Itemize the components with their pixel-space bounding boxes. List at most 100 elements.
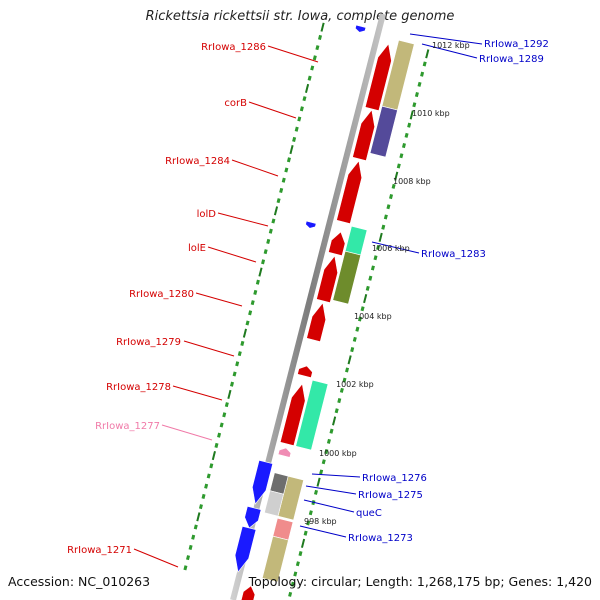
tick-track-right xyxy=(263,249,268,255)
tick-track-left xyxy=(376,245,381,251)
tick-track-right xyxy=(304,83,310,93)
gene-label-lold[interactable]: lolD xyxy=(197,209,217,220)
leader-line xyxy=(161,424,213,441)
tick-track-right xyxy=(196,512,201,522)
topology-text: Topology: circular; Length: 1,268,175 bp… xyxy=(248,574,592,589)
tick-track-left xyxy=(342,377,347,383)
gene-label-rriowa-1277[interactable]: RrIowa_1277 xyxy=(95,421,160,432)
tick-track-left xyxy=(306,520,311,526)
scale-label: 1006 kbp xyxy=(372,244,410,253)
gene-box xyxy=(264,490,284,517)
tick-track-right xyxy=(235,361,240,367)
tick-track-left xyxy=(391,183,396,189)
tick-track-right xyxy=(217,432,222,438)
gene-label-corb[interactable]: corB xyxy=(224,98,247,109)
gene-label-rriowa-1278[interactable]: RrIowa_1278 xyxy=(106,382,171,393)
tick-track-right xyxy=(292,136,297,142)
leader-line xyxy=(299,525,347,538)
gene-label-rriowa-1283[interactable]: RrIowa_1283 xyxy=(421,249,486,260)
gene-arrow xyxy=(352,109,376,162)
tick-track-left xyxy=(360,306,365,312)
leader-line xyxy=(217,212,269,227)
tick-track-left xyxy=(303,530,308,536)
tick-track-right xyxy=(245,320,250,326)
tick-track-left xyxy=(383,214,388,220)
gene-label-rriowa-1286[interactable]: RrIowa_1286 xyxy=(201,42,266,53)
leader-line xyxy=(172,385,223,401)
tick-track-left xyxy=(345,367,350,373)
tick-track-left xyxy=(350,347,355,353)
tick-track-right xyxy=(193,524,198,530)
tick-track-left xyxy=(378,232,383,242)
gene-label-lole[interactable]: lolE xyxy=(188,243,206,254)
scale-label: 1010 kbp xyxy=(412,109,450,118)
tick-track-left xyxy=(298,551,303,557)
tick-track-left xyxy=(386,204,391,210)
tick-track-right xyxy=(302,96,307,102)
tick-track-right xyxy=(237,351,242,357)
tick-track-left xyxy=(394,171,399,181)
leader-line xyxy=(421,43,478,59)
tick-track-right xyxy=(258,267,263,277)
tick-track-left xyxy=(422,61,427,67)
tick-track-right xyxy=(232,371,237,377)
tick-track-right xyxy=(242,328,248,338)
leader-line xyxy=(409,33,483,45)
tick-track-right xyxy=(222,412,227,418)
tick-track-right xyxy=(310,65,315,71)
tick-layer xyxy=(183,22,430,597)
gene-label-quec[interactable]: queC xyxy=(356,508,382,519)
tick-track-left xyxy=(355,326,360,332)
gene-label-rriowa-1271[interactable]: RrIowa_1271 xyxy=(67,545,132,556)
gene-arrow xyxy=(328,231,346,257)
tick-track-left xyxy=(420,71,425,77)
gene-box xyxy=(332,250,362,305)
tick-track-right xyxy=(284,167,289,173)
tick-track-right xyxy=(201,493,206,499)
leader-line xyxy=(267,45,319,63)
tick-track-right xyxy=(312,55,317,61)
tick-track-left xyxy=(401,143,406,149)
tick-track-left xyxy=(409,110,414,120)
tick-track-left xyxy=(368,275,373,281)
tick-track-left xyxy=(373,255,378,261)
tick-track-right xyxy=(281,177,286,183)
gene-label-rriowa-1280[interactable]: RrIowa_1280 xyxy=(129,289,194,300)
leader-line xyxy=(231,159,279,177)
tick-track-right xyxy=(198,504,203,510)
backbone-line xyxy=(230,13,386,600)
scale-label: 1004 kbp xyxy=(354,312,392,321)
tick-track-right xyxy=(317,34,322,40)
gene-arrow xyxy=(244,505,262,529)
gene-label-rriowa-1292[interactable]: RrIowa_1292 xyxy=(484,39,549,50)
tick-track-left xyxy=(324,449,329,455)
leader-line xyxy=(207,246,257,263)
tick-track-left xyxy=(365,285,370,291)
tick-track-right xyxy=(286,157,291,163)
tick-track-left xyxy=(308,510,313,516)
tick-track-right xyxy=(271,218,276,224)
tick-track-right xyxy=(214,442,219,448)
gene-label-rriowa-1275[interactable]: RrIowa_1275 xyxy=(358,490,423,501)
tick-track-left xyxy=(352,336,357,342)
tick-track-left xyxy=(363,294,368,304)
gene-label-rriowa-1273[interactable]: RrIowa_1273 xyxy=(348,533,413,544)
gene-label-rriowa-1284[interactable]: RrIowa_1284 xyxy=(165,156,230,167)
gene-label-rriowa-1279[interactable]: RrIowa_1279 xyxy=(116,337,181,348)
tick-track-left xyxy=(288,591,293,597)
gene-arrow xyxy=(336,160,363,225)
leader-line xyxy=(305,485,357,495)
tick-track-right xyxy=(294,126,299,132)
scale-label: 998 kbp xyxy=(304,517,337,526)
scale-label: 1000 kbp xyxy=(319,449,357,458)
tick-track-right xyxy=(268,228,273,234)
gene-arrow xyxy=(364,43,392,112)
gene-arrow xyxy=(316,255,338,304)
tick-track-right xyxy=(188,544,193,550)
tick-track-right xyxy=(219,422,224,428)
tick-track-right xyxy=(211,451,216,461)
gene-label-rriowa-1289[interactable]: RrIowa_1289 xyxy=(479,54,544,65)
tick-track-right xyxy=(261,259,266,265)
gene-label-rriowa-1276[interactable]: RrIowa_1276 xyxy=(362,473,427,484)
